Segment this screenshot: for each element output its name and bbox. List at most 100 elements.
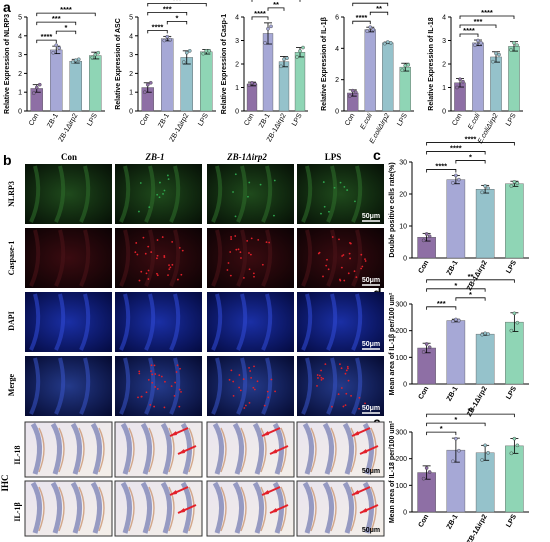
signal-dot	[150, 370, 152, 373]
villus	[160, 481, 172, 534]
significance-bracket	[352, 2, 389, 7]
villus	[140, 481, 152, 534]
data-point	[285, 56, 289, 60]
data-point	[424, 232, 429, 236]
tissue-strand	[79, 293, 91, 351]
villus	[120, 481, 132, 534]
signal-dot	[349, 242, 352, 245]
tissue-strand	[119, 293, 131, 351]
data-point	[509, 328, 514, 333]
signal-dot	[232, 380, 235, 383]
significance-bracket	[166, 20, 188, 25]
data-point	[457, 448, 461, 453]
signal-dot	[322, 377, 325, 380]
tissue-strand	[261, 229, 273, 287]
stain	[240, 486, 247, 532]
stain	[220, 427, 227, 473]
signal-dot	[168, 264, 170, 267]
data-point	[162, 38, 167, 43]
data-point	[491, 59, 495, 64]
y-tick-label: 0	[335, 109, 339, 116]
y-tick-label: 3	[129, 52, 133, 59]
significance-label: ****	[481, 8, 493, 17]
y-tick-label: 4	[335, 46, 339, 53]
signal-dot	[350, 394, 352, 397]
x-tick-label-3: LPS	[86, 112, 99, 127]
signal-dot	[317, 252, 320, 255]
signal-dot	[322, 275, 324, 278]
signal-dot	[136, 253, 139, 256]
signal-dot	[164, 380, 166, 383]
y-axis-label: Mean area of IL-18 per/100 um²	[389, 420, 396, 523]
tissue-strand	[54, 229, 66, 287]
data-point	[282, 57, 286, 62]
signal-dot	[360, 267, 363, 270]
villus	[160, 422, 172, 475]
x-tick-label-0: Con	[451, 112, 464, 127]
signal-dot	[263, 404, 266, 407]
significance-bracket	[459, 24, 497, 29]
stain	[370, 486, 377, 532]
col-header-zb1-mut: ZB-1Δirp2	[226, 152, 267, 162]
significance-label: **	[468, 406, 474, 415]
signal-dot	[328, 210, 330, 213]
data-point	[266, 26, 270, 31]
data-point	[168, 37, 173, 42]
stain	[98, 427, 105, 473]
y-tick-label: 10	[399, 224, 407, 231]
bar-3	[89, 55, 102, 112]
signal-dot	[248, 268, 251, 271]
data-point	[512, 436, 517, 441]
signal-dot	[228, 378, 231, 381]
villus	[90, 481, 102, 534]
significance-bracket	[426, 413, 515, 418]
data-point	[54, 43, 59, 48]
scale-bar-label: 50μm	[362, 405, 380, 412]
data-point	[37, 82, 42, 87]
y-tick-label: 1	[235, 85, 239, 92]
significance-bracket	[147, 29, 168, 34]
tissue-strand	[54, 357, 66, 415]
data-point	[515, 320, 520, 325]
panel-letter-c: c	[373, 147, 381, 163]
significance-bracket	[426, 142, 515, 146]
signal-dot	[137, 396, 139, 399]
signal-dot	[179, 367, 181, 370]
tissue-strand	[261, 357, 273, 415]
villus	[272, 481, 284, 534]
signal-dot	[163, 189, 166, 192]
signal-dot	[349, 257, 352, 260]
signal-dot	[173, 394, 176, 397]
tissue-strand	[211, 165, 223, 223]
tissue-strand	[351, 229, 363, 287]
data-point	[509, 48, 513, 52]
scale-bar-label: 50μm	[362, 213, 380, 220]
data-point	[165, 34, 170, 39]
panel-letter-b: b	[3, 152, 12, 168]
signal-dot	[159, 181, 161, 184]
y-tick-label: 0	[403, 256, 407, 263]
col-header-con: Con	[61, 152, 77, 162]
significance-label: **	[376, 4, 382, 13]
villus	[180, 422, 192, 475]
y-tick-label: 4	[235, 15, 239, 22]
signal-dot	[331, 405, 333, 408]
stain	[370, 427, 377, 473]
significance-bracket	[459, 15, 515, 20]
data-point	[515, 443, 520, 448]
x-tick-label-0: Con	[417, 260, 430, 275]
signal-dot	[167, 178, 170, 181]
signal-dot	[339, 363, 341, 366]
signal-dot	[153, 405, 156, 408]
data-point	[279, 64, 283, 69]
x-tick-label-0: Con	[417, 386, 430, 401]
significance-bracket	[455, 160, 486, 164]
y-tick-label: 5	[18, 15, 22, 22]
significance-label: *	[440, 424, 443, 433]
signal-dot	[158, 196, 161, 199]
data-point	[515, 181, 520, 185]
tissue-strand	[169, 293, 181, 351]
data-point	[494, 51, 498, 56]
y-tick-label: 3	[18, 52, 22, 59]
signal-dot	[147, 278, 150, 280]
